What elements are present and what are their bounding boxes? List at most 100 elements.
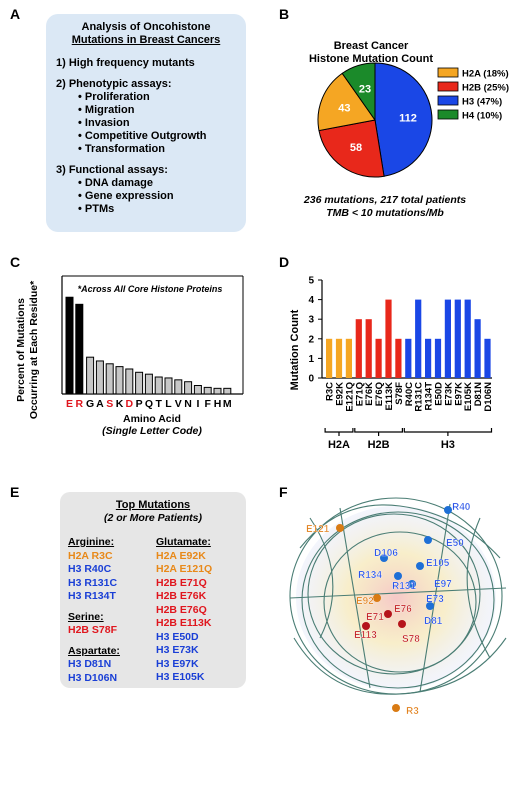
mutation-bar	[395, 338, 402, 378]
residue-sphere	[416, 562, 424, 570]
mutation-entry: H2A E121Q	[156, 563, 213, 575]
panel-a-title-1: Analysis of Oncohistone	[81, 21, 211, 33]
residue-bar	[193, 385, 202, 395]
panel-a-title-2: Mutations in Breast Cancers	[71, 34, 221, 46]
residue-label: R131	[392, 581, 416, 592]
panel-a-item-3-list: DNA damage Gene expression PTMs	[56, 177, 246, 216]
y-tick-label: 2	[308, 334, 314, 345]
y-tick-label: 0	[308, 374, 314, 385]
bullet: Proliferation	[78, 91, 246, 104]
residue-bar	[105, 363, 114, 395]
residue-label: E97	[434, 579, 452, 590]
pie-slices: 112 58 43 23	[317, 62, 433, 178]
residue-tick-label: V	[175, 398, 182, 410]
panel-a-item-3: 3) Functional assays:	[56, 164, 168, 176]
mutation-entry: H3 R134T	[68, 590, 116, 602]
mutation-entry: H2B E76Q	[156, 603, 207, 616]
mutation-bar	[345, 338, 352, 378]
dna-strands	[289, 497, 507, 695]
residue-tick-label: L	[165, 398, 172, 410]
residue-label: E105	[426, 558, 450, 569]
mutation-entry: H2A E92K	[156, 549, 206, 562]
legend-label: H2B (25%)	[462, 83, 509, 94]
pie-title-line-2: Histone Mutation Count	[308, 53, 434, 65]
residue-bar	[125, 368, 134, 395]
panel-label-a: A	[10, 6, 21, 22]
dna-strand	[307, 513, 481, 675]
residue-sphere	[373, 594, 381, 602]
residue-label: E71	[366, 612, 384, 623]
mutation-bar	[454, 299, 461, 378]
residue-bar	[223, 387, 232, 395]
mutation-tick-label: E97K	[453, 382, 464, 406]
residue-bar	[135, 371, 144, 395]
pie-chart: 112 58 43 23 H2A (18%) H2B (25%) H3 (47%) H4 (…	[317, 62, 509, 178]
pie-slice-label: 112	[399, 112, 417, 124]
residue-bar	[164, 377, 173, 395]
mutation-bars	[326, 299, 491, 378]
mutation-tick-label: D81N	[473, 382, 484, 406]
residue-sphere	[380, 554, 388, 562]
residue-bar	[184, 381, 193, 395]
residue-tick-label: G	[86, 398, 94, 410]
mutation-tick-label: D106N	[483, 382, 494, 412]
mutation-tick-label: R134T	[424, 382, 435, 411]
group-label: H2B	[368, 439, 390, 451]
residue-tick-label: K	[116, 398, 124, 410]
mutation-entry: H3 E97K	[156, 657, 199, 670]
mutation-bar	[434, 338, 442, 378]
pie-slice-label: 58	[350, 142, 362, 154]
residue-bar	[75, 303, 84, 395]
residue-xlabel-2: (Single Letter Code)	[102, 425, 202, 437]
residue-tick-label: R	[76, 398, 84, 410]
mutation-tick-label: E92K	[335, 382, 346, 406]
residue-note: *Across All Core Histone Proteins	[78, 284, 223, 294]
bullet: PTMs	[78, 203, 246, 216]
mutation-group-header: Serine:	[68, 610, 104, 623]
dna-strand	[293, 637, 507, 695]
panel-label-d: D	[279, 254, 290, 270]
mutation-bar	[375, 338, 382, 378]
residue-tick-label: N	[184, 398, 192, 410]
mutation-tick-label: E71Q	[354, 382, 365, 406]
pie-slice	[374, 62, 433, 177]
pie-footer-line-1: 236 mutations, 217 total patients	[303, 194, 467, 206]
panel-label-b: B	[279, 6, 290, 22]
top-mutations-subtitle: (2 or More Patients)	[103, 512, 203, 524]
residue-label: E73	[426, 594, 444, 605]
mutation-entry: H3 R40C	[68, 563, 112, 575]
residue-xlabel-1: Amino Acid	[123, 413, 181, 425]
mutation-bar	[405, 338, 412, 378]
pie-slice	[341, 62, 376, 122]
residue-label: E92	[356, 596, 374, 607]
mutation-tick-label: S78F	[394, 382, 405, 405]
mutation-group-brackets: H2A H2B H3	[324, 428, 493, 451]
mutation-entry: H3 E50D	[156, 630, 199, 643]
group-label: H3	[441, 439, 455, 451]
mutation-tick-label: E113K	[384, 382, 395, 411]
mutation-bar	[484, 338, 491, 378]
pie-slice-label: 43	[338, 103, 350, 115]
mutation-group-header: Arginine:	[68, 536, 115, 548]
residue-tick-label: H	[214, 398, 222, 410]
mutation-tick-label: E121Q	[344, 382, 355, 412]
residue-tick-label: S	[106, 398, 113, 410]
residue-bar	[115, 366, 124, 395]
residue-label: R3	[406, 706, 419, 717]
residue-sphere	[424, 536, 432, 544]
pie-legend: H2A (18%) H2B (25%) H3 (47%) H4 (10%)	[437, 67, 509, 122]
residue-tick-label: D	[126, 398, 134, 410]
mutation-tick-label: E76K	[364, 382, 375, 406]
panel-a-item-2-list: Proliferation Migration Invasion Competi…	[56, 91, 246, 156]
mutation-bar	[326, 338, 333, 378]
residue-sphere	[362, 622, 370, 630]
residue-sphere	[408, 580, 416, 588]
nucleosome-structure: R40 E121 E50 D106 E105 R134 R131 E97 E73 E92 E76 E7…	[289, 497, 507, 717]
mutation-entry: H3 D106N	[68, 671, 118, 684]
mutation-entry: H3 R131C	[68, 576, 118, 589]
residue-tick-label: T	[155, 398, 162, 410]
y-tick-label: 1	[308, 354, 314, 365]
pie-footer-line-2: TMB < 10 mutations/Mb	[326, 207, 444, 219]
dna-strand	[419, 503, 451, 693]
